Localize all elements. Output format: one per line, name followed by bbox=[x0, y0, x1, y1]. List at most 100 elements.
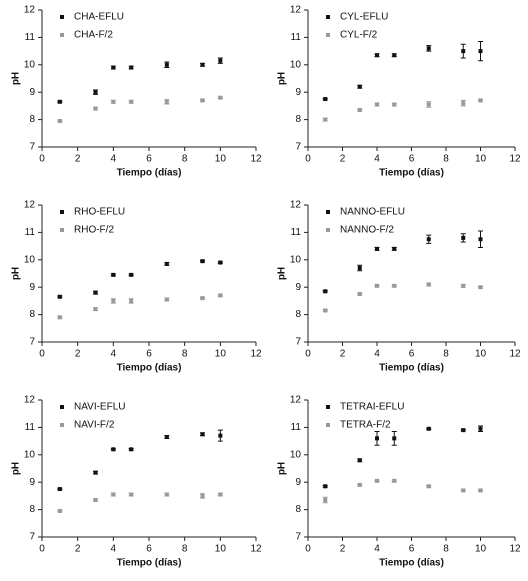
point bbox=[357, 84, 362, 89]
legend-marker bbox=[326, 210, 330, 214]
x-tick-label: 4 bbox=[111, 544, 117, 555]
legend-marker bbox=[60, 228, 64, 232]
point bbox=[57, 99, 62, 104]
point bbox=[392, 53, 397, 58]
legend-label: RHO-EFLU bbox=[74, 207, 125, 218]
y-axis-label: pH bbox=[11, 267, 22, 280]
point bbox=[57, 294, 62, 299]
legend-marker bbox=[326, 228, 330, 232]
point bbox=[129, 272, 134, 277]
x-tick-label: 12 bbox=[250, 154, 262, 165]
point bbox=[93, 307, 98, 312]
point bbox=[478, 98, 483, 103]
x-tick-label: 0 bbox=[305, 544, 311, 555]
y-tick-label: 12 bbox=[24, 5, 36, 16]
legend-label: CHA-F/2 bbox=[74, 30, 113, 41]
x-tick-label: 4 bbox=[111, 349, 117, 360]
y-tick-label: 12 bbox=[290, 5, 302, 16]
legend-marker bbox=[60, 423, 64, 427]
y-tick-label: 7 bbox=[295, 337, 301, 348]
point bbox=[164, 99, 169, 104]
y-tick-label: 12 bbox=[290, 200, 302, 211]
point bbox=[426, 102, 431, 107]
point bbox=[164, 297, 169, 302]
x-tick-label: 12 bbox=[509, 349, 521, 360]
point bbox=[93, 498, 98, 503]
point bbox=[111, 99, 116, 104]
y-tick-label: 8 bbox=[295, 114, 301, 125]
point bbox=[375, 283, 379, 288]
y-tick-label: 11 bbox=[25, 227, 36, 238]
legend-label: NAVI-F/2 bbox=[74, 420, 115, 431]
point bbox=[375, 102, 379, 107]
x-axis-label: Tiempo (días) bbox=[379, 168, 444, 179]
x-axis-label: Tiempo (días) bbox=[117, 558, 182, 569]
point bbox=[200, 296, 205, 301]
x-tick-label: 4 bbox=[374, 544, 380, 555]
point bbox=[129, 298, 134, 303]
point bbox=[200, 98, 205, 103]
y-tick-label: 8 bbox=[295, 309, 301, 320]
legend-marker bbox=[326, 423, 330, 427]
y-tick-label: 11 bbox=[291, 422, 302, 433]
x-tick-label: 0 bbox=[305, 154, 311, 165]
x-axis-label: Tiempo (días) bbox=[379, 558, 444, 569]
y-tick-label: 9 bbox=[295, 477, 301, 488]
point bbox=[93, 290, 98, 295]
point bbox=[461, 488, 466, 493]
legend-label: CHA-EFLU bbox=[74, 12, 124, 23]
y-tick-label: 12 bbox=[290, 395, 302, 406]
x-tick-label: 4 bbox=[374, 154, 380, 165]
y-tick-label: 8 bbox=[29, 309, 35, 320]
x-tick-label: 12 bbox=[509, 544, 521, 555]
x-tick-label: 4 bbox=[111, 154, 117, 165]
point bbox=[57, 508, 62, 513]
y-tick-label: 9 bbox=[295, 282, 301, 293]
point bbox=[129, 447, 134, 452]
point bbox=[375, 53, 379, 58]
y-tick-label: 10 bbox=[290, 449, 302, 460]
point bbox=[323, 498, 328, 503]
x-tick-label: 8 bbox=[182, 349, 188, 360]
point bbox=[357, 292, 362, 297]
point bbox=[375, 436, 379, 441]
legend-marker bbox=[326, 15, 330, 19]
x-tick-label: 6 bbox=[146, 154, 152, 165]
legend-label: NANNO-F/2 bbox=[340, 225, 394, 236]
point bbox=[200, 259, 205, 264]
point bbox=[164, 434, 169, 439]
y-tick-label: 8 bbox=[29, 504, 35, 515]
y-axis-label: pH bbox=[277, 267, 288, 280]
x-tick-label: 8 bbox=[182, 544, 188, 555]
x-tick-label: 10 bbox=[475, 544, 487, 555]
x-tick-label: 0 bbox=[305, 349, 311, 360]
y-tick-label: 8 bbox=[29, 114, 35, 125]
x-tick-label: 2 bbox=[75, 154, 81, 165]
legend-label: NAVI-EFLU bbox=[74, 402, 126, 413]
y-tick-label: 7 bbox=[29, 142, 35, 153]
point bbox=[218, 433, 223, 438]
x-tick-label: 10 bbox=[475, 154, 487, 165]
legend-marker bbox=[326, 33, 330, 37]
x-tick-label: 10 bbox=[475, 349, 487, 360]
point bbox=[111, 298, 116, 303]
y-axis-label: pH bbox=[277, 462, 288, 475]
legend-marker bbox=[60, 15, 64, 19]
point bbox=[392, 436, 397, 441]
point bbox=[218, 95, 223, 100]
point bbox=[129, 65, 134, 70]
point bbox=[200, 493, 205, 498]
x-tick-label: 12 bbox=[509, 154, 521, 165]
x-tick-label: 2 bbox=[340, 154, 346, 165]
point bbox=[93, 90, 98, 95]
y-tick-label: 10 bbox=[24, 59, 36, 70]
x-tick-label: 12 bbox=[250, 349, 262, 360]
legend-label: CYL-F/2 bbox=[340, 30, 378, 41]
x-axis-label: Tiempo (días) bbox=[379, 363, 444, 374]
y-tick-label: 7 bbox=[29, 532, 35, 543]
point bbox=[478, 237, 483, 242]
legend-marker bbox=[60, 33, 64, 37]
x-tick-label: 2 bbox=[340, 349, 346, 360]
point bbox=[323, 97, 328, 102]
